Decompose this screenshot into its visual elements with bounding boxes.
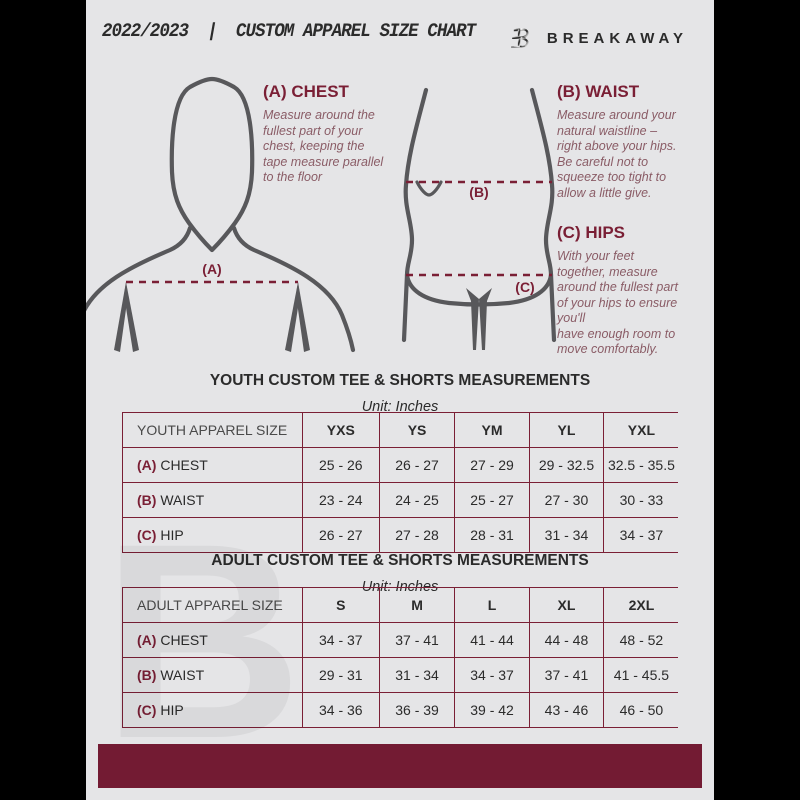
svg-text:(B): (B) — [469, 184, 488, 200]
svg-text:(C): (C) — [515, 279, 534, 295]
svg-text:(A): (A) — [202, 261, 221, 277]
